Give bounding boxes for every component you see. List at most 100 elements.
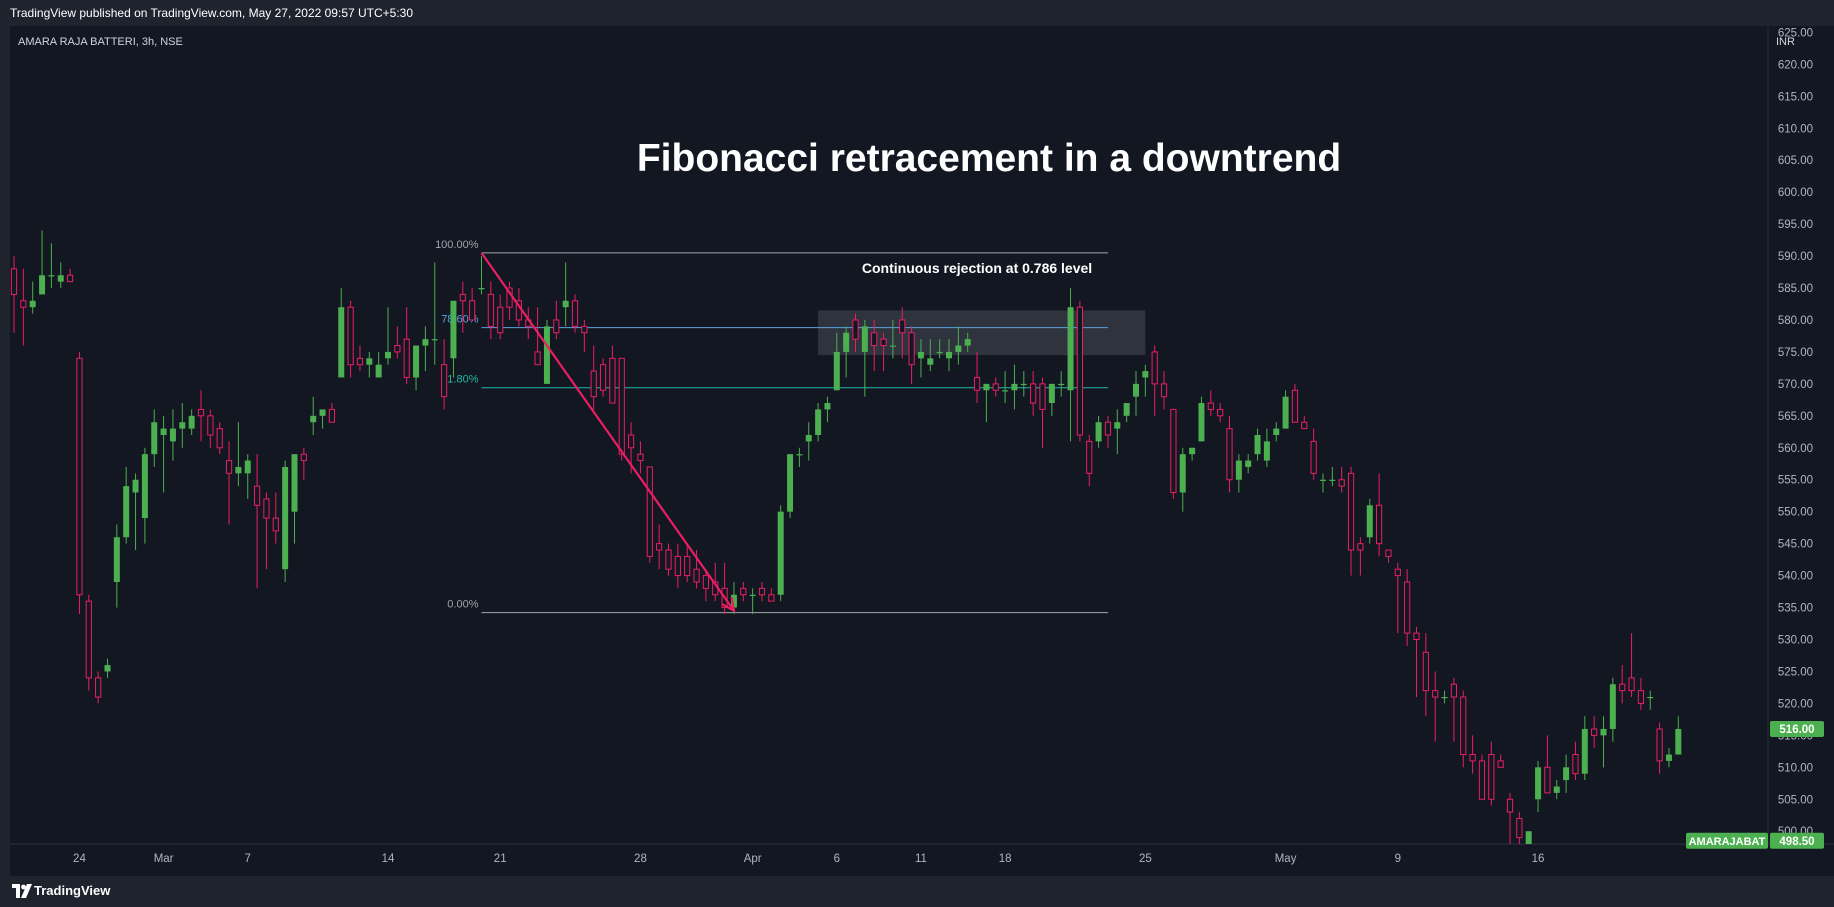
candle[interactable] <box>1189 447 1196 461</box>
candle[interactable] <box>1310 428 1317 480</box>
candle[interactable] <box>599 358 607 397</box>
candle[interactable] <box>618 357 625 461</box>
candle[interactable] <box>1329 466 1336 487</box>
candle[interactable] <box>1544 735 1551 794</box>
candle[interactable] <box>1095 415 1102 448</box>
candle[interactable] <box>590 345 597 410</box>
candle[interactable] <box>1151 345 1158 416</box>
candle[interactable] <box>385 307 391 365</box>
candle[interactable] <box>216 422 223 455</box>
candle[interactable] <box>1226 415 1233 493</box>
candle[interactable] <box>852 313 859 352</box>
candle[interactable] <box>197 390 205 442</box>
candle[interactable] <box>1553 780 1560 800</box>
candle[interactable] <box>413 345 420 391</box>
candle[interactable] <box>927 339 934 372</box>
candle[interactable] <box>29 281 36 314</box>
candle[interactable] <box>85 594 92 691</box>
candle[interactable] <box>48 243 55 289</box>
candle[interactable] <box>1170 408 1177 499</box>
candle[interactable] <box>347 300 354 378</box>
candle[interactable] <box>637 441 644 474</box>
candle[interactable] <box>1301 415 1308 430</box>
candle[interactable] <box>132 473 139 551</box>
candle[interactable] <box>1245 454 1252 474</box>
candle[interactable] <box>1002 371 1009 404</box>
candle[interactable] <box>1273 422 1280 442</box>
candle[interactable] <box>1581 716 1588 781</box>
candle[interactable] <box>964 332 971 352</box>
candle[interactable] <box>1030 371 1037 416</box>
candle[interactable] <box>1413 626 1420 698</box>
candle[interactable] <box>487 281 494 340</box>
candle[interactable] <box>609 345 616 404</box>
candle[interactable] <box>1254 428 1261 461</box>
candle[interactable] <box>1086 435 1093 487</box>
candle[interactable] <box>244 454 251 499</box>
candle[interactable] <box>684 543 691 582</box>
candle[interactable] <box>151 409 158 467</box>
candle[interactable] <box>1067 288 1074 442</box>
candle[interactable] <box>1516 812 1523 844</box>
candle[interactable] <box>1198 396 1205 442</box>
candle[interactable] <box>235 422 242 487</box>
candle[interactable] <box>1133 371 1139 416</box>
candle[interactable] <box>562 262 569 327</box>
candle[interactable] <box>1142 364 1149 397</box>
candle[interactable] <box>1488 741 1495 806</box>
candle[interactable] <box>10 256 18 333</box>
candle[interactable] <box>815 403 822 442</box>
candle[interactable] <box>1647 690 1654 710</box>
candle[interactable] <box>375 351 382 378</box>
candle[interactable] <box>338 288 345 378</box>
candle[interactable] <box>1665 748 1672 768</box>
candle[interactable] <box>843 326 850 378</box>
candle[interactable] <box>1114 409 1121 455</box>
candle[interactable] <box>179 403 186 448</box>
candle[interactable] <box>282 460 289 582</box>
candle[interactable] <box>1637 677 1645 710</box>
candle[interactable] <box>571 294 579 333</box>
candle[interactable] <box>740 581 747 602</box>
candle[interactable] <box>310 396 317 435</box>
candle[interactable] <box>207 409 214 448</box>
candle[interactable] <box>1432 671 1439 742</box>
candle[interactable] <box>777 505 784 602</box>
candle[interactable] <box>1282 390 1289 429</box>
candle[interactable] <box>1385 549 1392 563</box>
candle[interactable] <box>946 339 952 372</box>
candle[interactable] <box>543 319 550 384</box>
candle[interactable] <box>1404 569 1411 646</box>
candle[interactable] <box>768 588 775 602</box>
candle[interactable] <box>899 307 906 359</box>
candle[interactable] <box>1628 633 1635 698</box>
candle[interactable] <box>936 339 943 359</box>
candle[interactable] <box>1320 473 1326 493</box>
candle[interactable] <box>272 492 279 544</box>
candle[interactable] <box>1619 665 1626 704</box>
candle[interactable] <box>1422 633 1429 717</box>
candle[interactable] <box>749 588 756 614</box>
candle[interactable] <box>67 268 74 283</box>
candle[interactable] <box>1104 415 1112 448</box>
candle[interactable] <box>356 345 364 372</box>
candle[interactable] <box>758 581 766 602</box>
candle[interactable] <box>805 422 812 461</box>
candle[interactable] <box>254 454 261 589</box>
candle[interactable] <box>674 543 681 589</box>
candle[interactable] <box>787 454 794 519</box>
candle[interactable] <box>1020 371 1027 397</box>
candle[interactable] <box>141 447 148 544</box>
candle[interactable] <box>992 377 999 397</box>
candle[interactable] <box>1338 466 1345 493</box>
candle[interactable] <box>39 230 46 295</box>
candle[interactable] <box>263 492 270 570</box>
candle[interactable] <box>908 326 915 384</box>
candle[interactable] <box>403 307 410 384</box>
candle[interactable] <box>76 351 83 614</box>
candle[interactable] <box>20 268 27 346</box>
candle[interactable] <box>1441 690 1448 704</box>
candle[interactable] <box>917 339 924 378</box>
candle[interactable] <box>291 454 298 544</box>
candle[interactable] <box>1160 371 1168 410</box>
